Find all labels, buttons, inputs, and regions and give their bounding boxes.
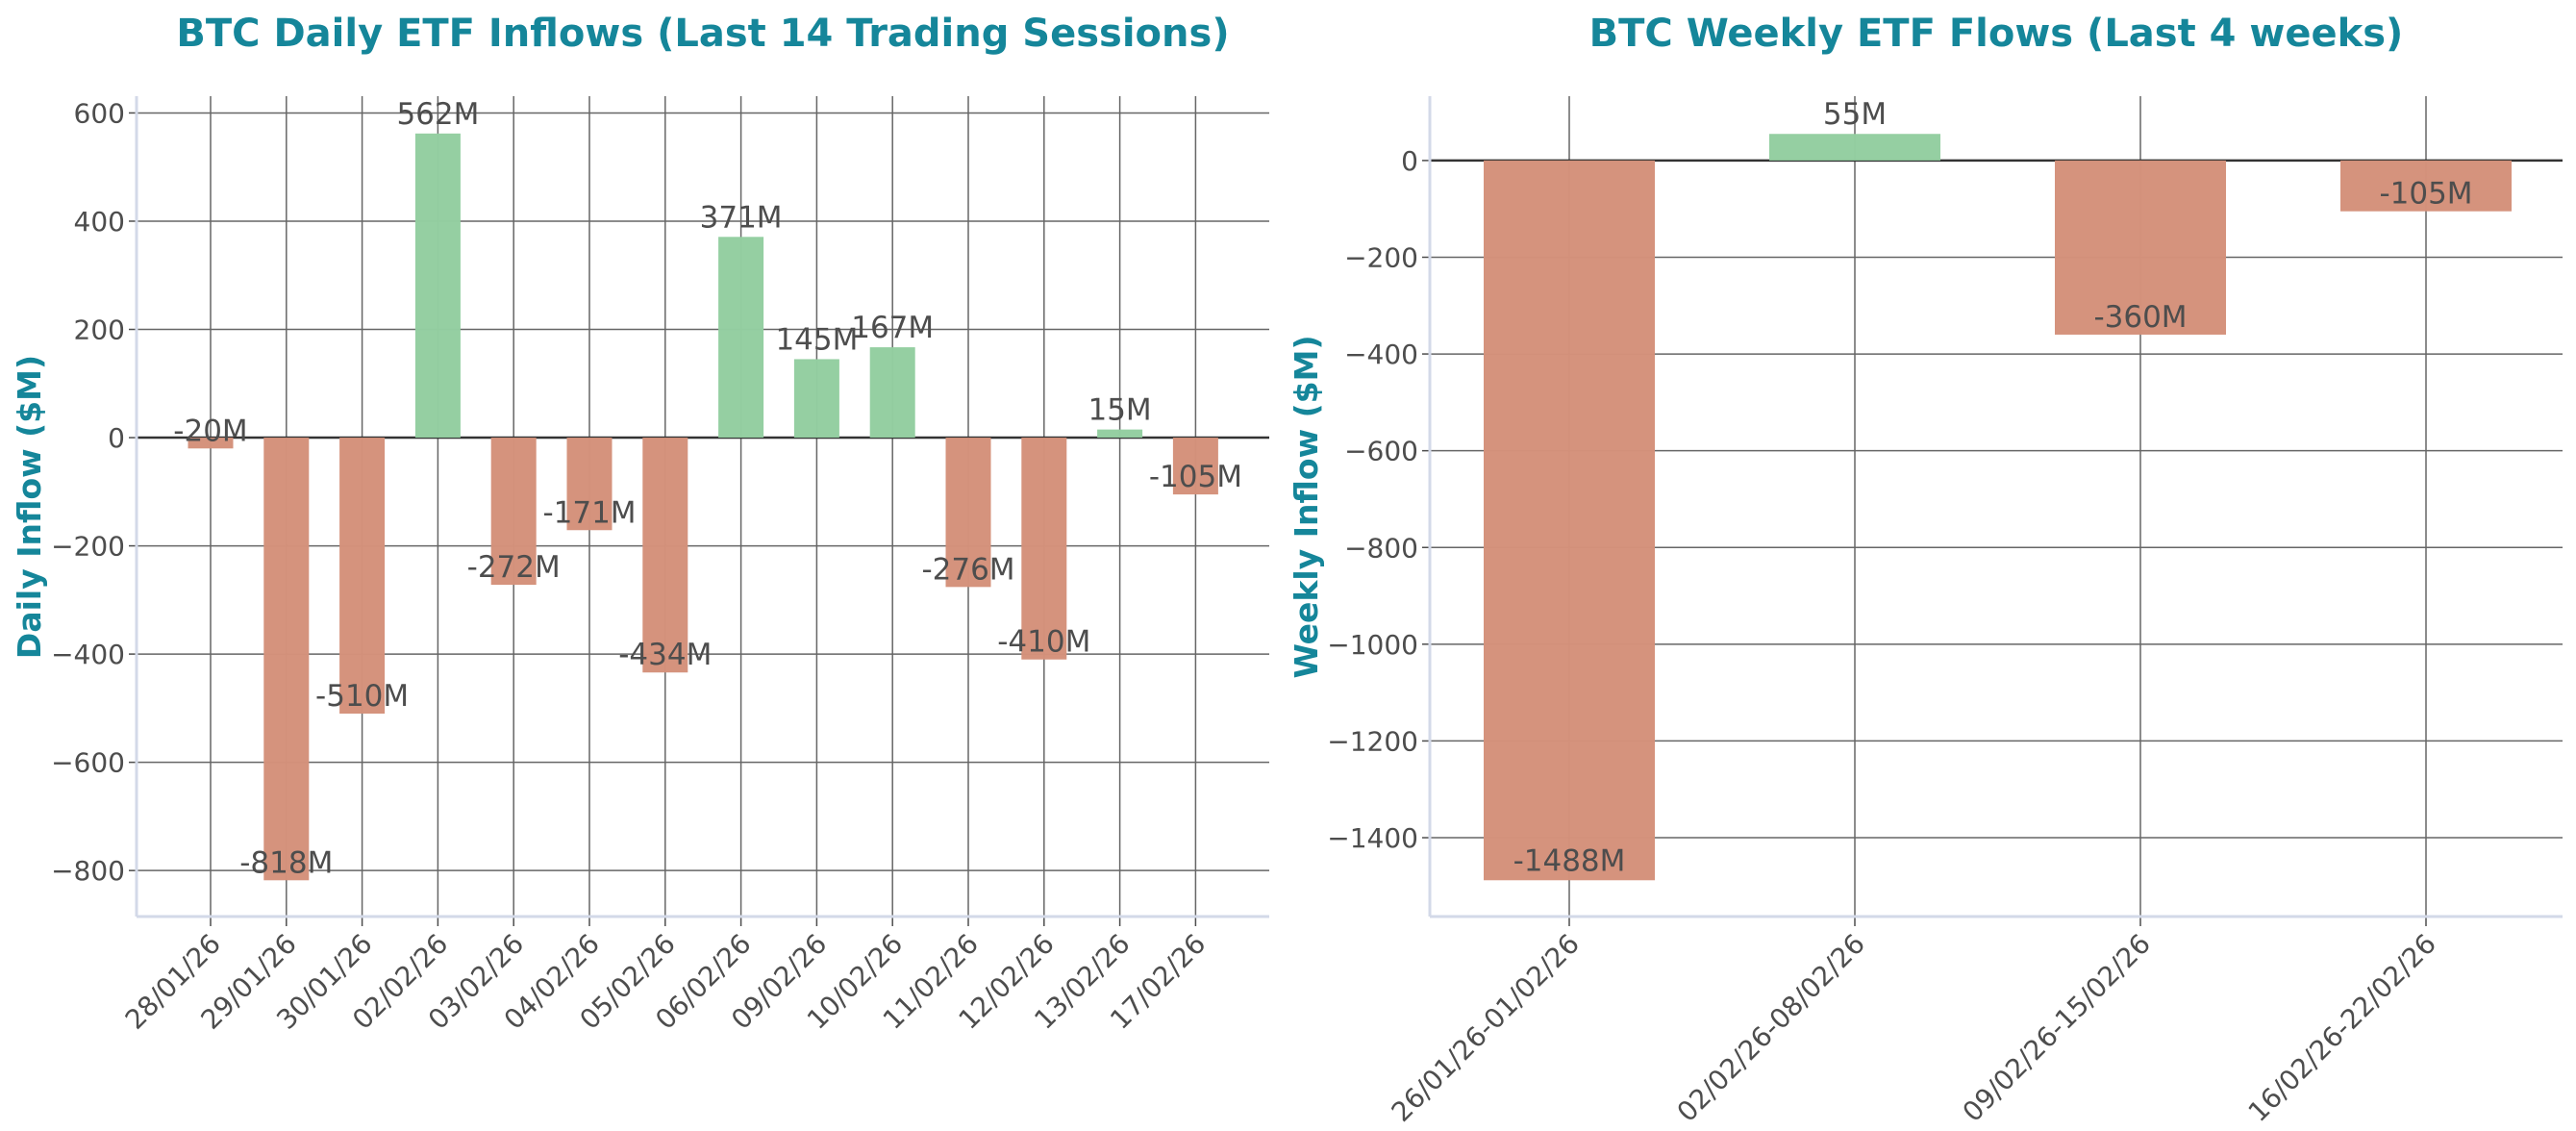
weekly-y-axis-label: Weekly Inflow ($M) — [1288, 335, 1325, 678]
daily-chart-title: BTC Daily ETF Inflows (Last 14 Trading S… — [176, 12, 1229, 56]
daily-bar — [566, 438, 613, 531]
weekly-y-tick-label: −800 — [1344, 532, 1418, 564]
daily-y-tick-label: 600 — [74, 97, 125, 129]
daily-bar — [793, 359, 839, 439]
daily-data-label: -171M — [542, 495, 636, 530]
weekly-bar — [1484, 160, 1655, 881]
daily-data-label: 562M — [396, 97, 479, 132]
daily-data-label: -818M — [239, 845, 333, 880]
daily-data-label: -410M — [997, 625, 1090, 660]
weekly-y-tick-label: −1200 — [1327, 725, 1418, 757]
weekly-chart-title: BTC Weekly ETF Flows (Last 4 weeks) — [1589, 12, 2404, 56]
daily-bar — [188, 438, 234, 449]
daily-data-label: 371M — [700, 200, 783, 235]
daily-y-tick-label: 0 — [108, 422, 125, 454]
daily-data-label: 167M — [851, 311, 934, 345]
daily-y-tick-label: 200 — [74, 314, 125, 346]
daily-data-label: -20M — [173, 414, 247, 448]
weekly-data-label: -105M — [2379, 177, 2472, 212]
weekly-data-label: 55M — [1823, 97, 1887, 132]
daily-data-label: -272M — [467, 550, 561, 585]
daily-chart: −800−600−400−2000200400600-20M28/01/26-8… — [51, 96, 1269, 1036]
daily-bar — [1172, 438, 1218, 495]
daily-y-tick-label: −400 — [51, 639, 125, 670]
weekly-x-tick-label: 09/02/26-15/02/26 — [1957, 928, 2157, 1128]
daily-data-label: 145M — [775, 322, 858, 357]
weekly-x-tick-label: 26/01/26-01/02/26 — [1386, 928, 1586, 1128]
daily-bar — [339, 438, 386, 715]
daily-data-label: -276M — [921, 552, 1014, 587]
weekly-y-tick-label: −600 — [1344, 436, 1418, 467]
daily-data-label: 15M — [1088, 393, 1151, 428]
daily-bar — [490, 438, 537, 586]
weekly-y-tick-label: −200 — [1344, 241, 1418, 273]
weekly-y-tick-label: −400 — [1344, 339, 1418, 370]
weekly-chart: −1400 −1200 −1000 −800 −600 −400 −200 0 -1488M 26… — [1327, 96, 2563, 1128]
daily-y-tick-label: −200 — [51, 531, 125, 563]
weekly-x-tick-label: 02/02/26-08/02/26 — [1671, 928, 1871, 1128]
weekly-bar — [1769, 134, 1940, 161]
daily-y-axis-label: Daily Inflow ($M) — [11, 355, 48, 659]
daily-bar — [642, 438, 688, 673]
daily-data-label: -105M — [1149, 460, 1242, 494]
weekly-data-label: -1488M — [1513, 843, 1626, 878]
weekly-y-tick-label: 0 — [1401, 145, 1418, 177]
weekly-y-tick-label: −1000 — [1327, 629, 1418, 661]
daily-data-label: -510M — [315, 679, 409, 714]
weekly-bar — [2055, 160, 2226, 335]
weekly-data-label: -360M — [2093, 300, 2187, 335]
weekly-y-tick-label: −1400 — [1327, 822, 1418, 854]
daily-y-tick-label: −800 — [51, 855, 125, 887]
daily-bar — [945, 438, 991, 588]
daily-bar — [414, 133, 461, 439]
daily-bar — [263, 438, 310, 881]
daily-bar — [1021, 438, 1067, 660]
daily-bar — [1097, 429, 1143, 439]
daily-data-label: -434M — [618, 638, 712, 672]
daily-y-tick-label: −600 — [51, 747, 125, 779]
weekly-x-tick-label: 16/02/26-22/02/26 — [2242, 928, 2442, 1128]
daily-bar — [718, 237, 764, 439]
weekly-bar — [2340, 160, 2512, 212]
daily-y-tick-label: 400 — [74, 206, 125, 238]
daily-bar — [869, 347, 915, 439]
